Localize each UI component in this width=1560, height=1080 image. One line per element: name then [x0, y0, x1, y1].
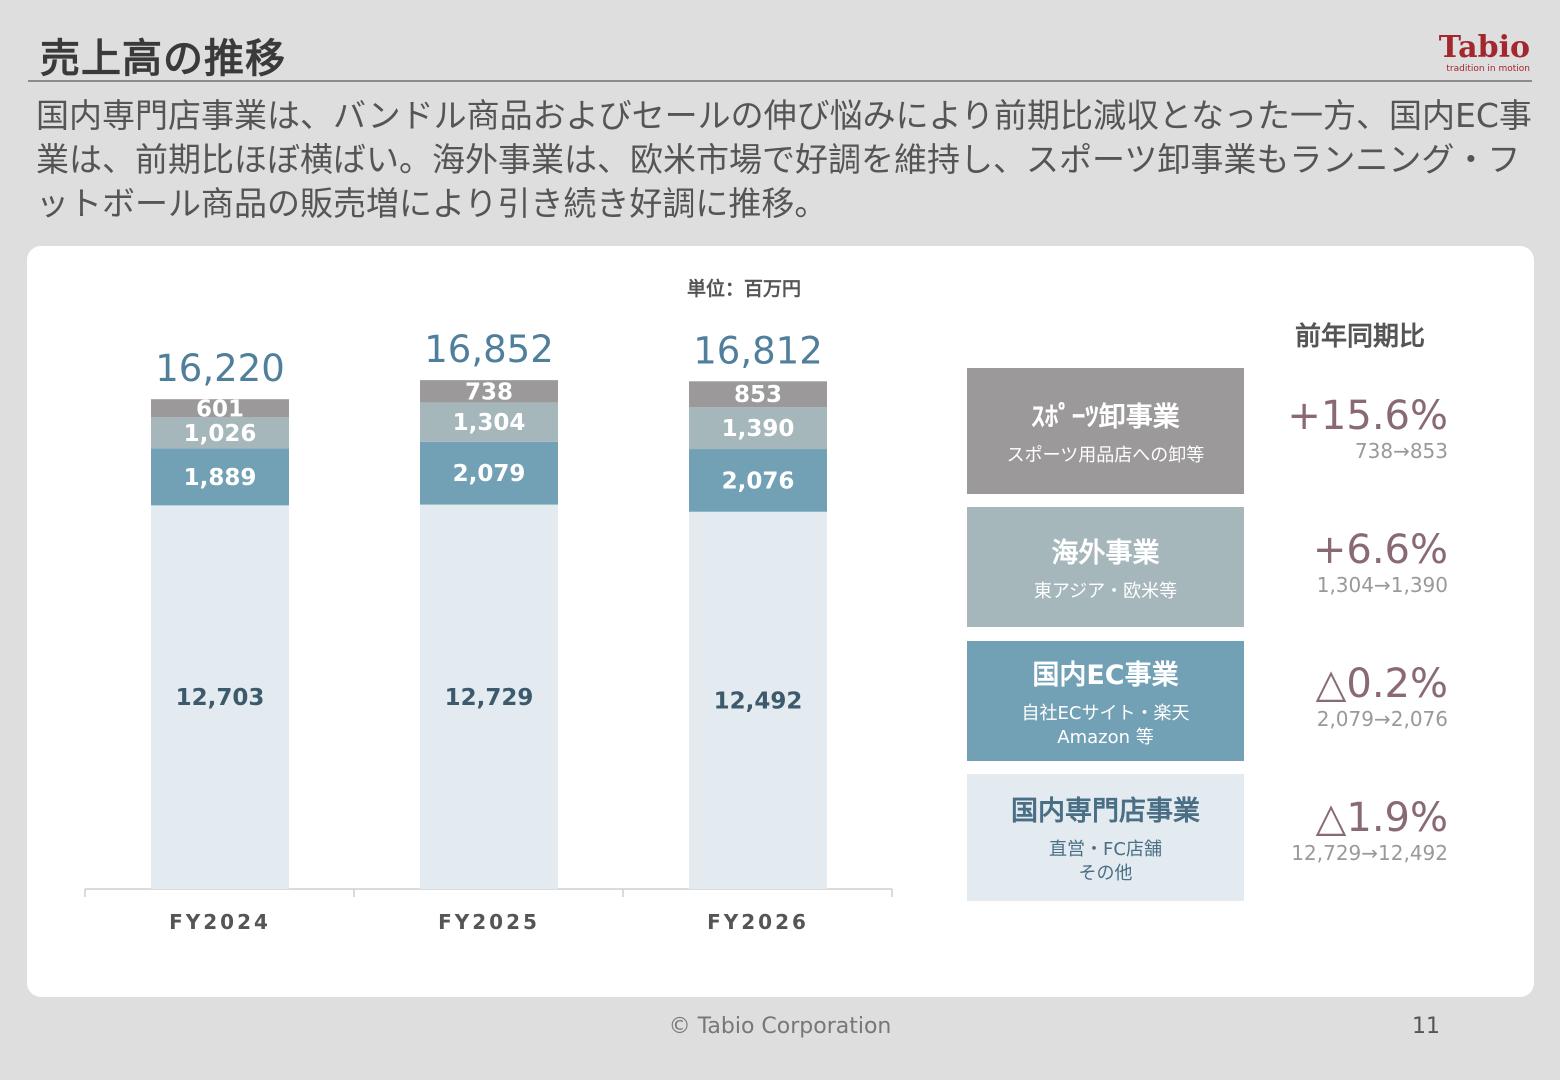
- legend-name: 海外事業: [1052, 531, 1160, 570]
- category-label-fy2024: FY2024: [169, 910, 271, 934]
- data-label-domestic-ec-fy2024: 1,889: [184, 465, 257, 491]
- legend-description: 直営・FC店舗 その他: [1049, 838, 1162, 886]
- legend-domestic-stores: 国内専門店事業 直営・FC店舗 その他: [967, 774, 1244, 901]
- data-label-sports-wholesale-fy2026: 853: [734, 382, 782, 408]
- data-label-domestic-ec-fy2025: 2,079: [453, 461, 526, 487]
- yoy-range: 1,304→1,390: [1228, 572, 1448, 598]
- data-label-domestic-ec-fy2026: 2,076: [722, 468, 795, 494]
- legend-name: 国内専門店事業: [1011, 789, 1200, 828]
- legend-description: 東アジア・欧米等: [1034, 580, 1177, 604]
- total-label-fy2024: 16,220: [155, 347, 284, 390]
- logo-tagline: tradition in motion: [1410, 64, 1530, 74]
- legend-name: 国内EC事業: [1032, 653, 1178, 692]
- data-label-domestic-stores-fy2024: 12,703: [176, 685, 265, 711]
- yoy-percent: +15.6%: [1228, 394, 1448, 438]
- yoy-overseas: +6.6% 1,304→1,390: [1228, 528, 1448, 598]
- yoy-range: 738→853: [1228, 438, 1448, 464]
- category-label-fy2025: FY2025: [438, 910, 540, 934]
- title-divider: [28, 80, 1532, 82]
- yoy-range: 12,729→12,492: [1228, 840, 1448, 866]
- copyright: © Tabio Corporation: [0, 1014, 1560, 1039]
- data-label-domestic-stores-fy2025: 12,729: [445, 685, 534, 711]
- category-label-fy2026: FY2026: [707, 910, 809, 934]
- data-label-sports-wholesale-fy2025: 738: [465, 379, 513, 405]
- yoy-percent: △0.2%: [1228, 662, 1448, 706]
- data-label-overseas-fy2024: 1,026: [184, 421, 257, 447]
- yoy-percent: △1.9%: [1228, 796, 1448, 840]
- data-label-sports-wholesale-fy2024: 601: [196, 396, 244, 422]
- legend-overseas: 海外事業 東アジア・欧米等: [967, 507, 1244, 627]
- legend-description: 自社ECサイト・楽天 Amazon 等: [1022, 702, 1190, 750]
- unit-label: 単位：百万円: [687, 274, 801, 301]
- tabio-logo: Tabio tradition in motion: [1410, 32, 1530, 74]
- chart-panel: 12,703 1,889 1,026 601 16,220 FY2024 12,729 2,0…: [27, 246, 1534, 997]
- legend-description: スポーツ用品店への卸等: [1007, 444, 1205, 468]
- summary-text: 国内専門店事業は、バンドル商品およびセールの伸び悩みにより前期比減収となった一方…: [36, 94, 1536, 226]
- yoy-heading: 前年同期比: [1295, 316, 1425, 353]
- data-label-overseas-fy2026: 1,390: [722, 416, 795, 442]
- total-label-fy2025: 16,852: [424, 328, 553, 371]
- page-number: 11: [1412, 1014, 1440, 1039]
- legend-domestic-ec: 国内EC事業 自社ECサイト・楽天 Amazon 等: [967, 641, 1244, 761]
- data-label-domestic-stores-fy2026: 12,492: [714, 688, 803, 714]
- page-title: 売上高の推移: [40, 26, 286, 84]
- data-label-overseas-fy2025: 1,304: [453, 410, 526, 436]
- yoy-domestic-ec: △0.2% 2,079→2,076: [1228, 662, 1448, 732]
- total-label-fy2026: 16,812: [693, 329, 822, 372]
- yoy-sports-wholesale: +15.6% 738→853: [1228, 394, 1448, 464]
- yoy-domestic-stores: △1.9% 12,729→12,492: [1228, 796, 1448, 866]
- yoy-percent: +6.6%: [1228, 528, 1448, 572]
- legend-sports-wholesale: ｽﾎﾟｰﾂ卸事業 スポーツ用品店への卸等: [967, 368, 1244, 494]
- yoy-range: 2,079→2,076: [1228, 706, 1448, 732]
- logo-wordmark: Tabio: [1410, 32, 1530, 64]
- legend-name: ｽﾎﾟｰﾂ卸事業: [1031, 395, 1180, 434]
